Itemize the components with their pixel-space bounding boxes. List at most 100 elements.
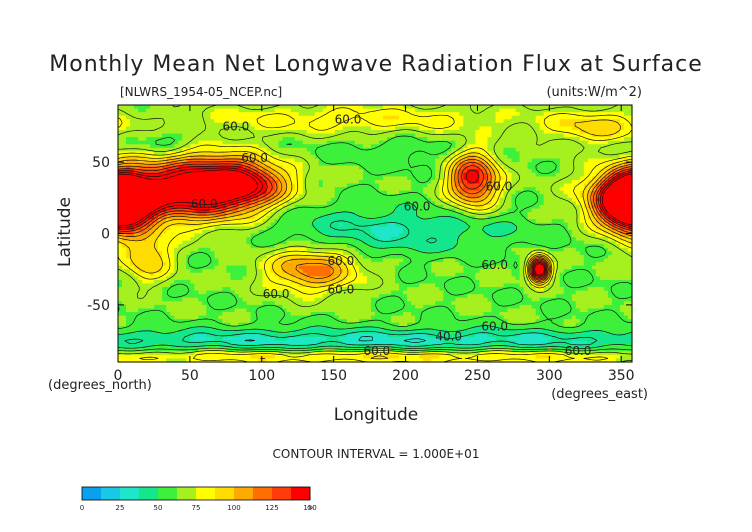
heatmap-cell: [387, 176, 392, 181]
heatmap-cell: [346, 122, 352, 128]
heatmap-cell: [555, 212, 561, 217]
heatmap-cell: [290, 197, 296, 202]
heatmap-cell: [330, 158, 336, 163]
heatmap-cell: [587, 144, 593, 149]
heatmap-cell: [218, 105, 224, 110]
heatmap-cell: [611, 105, 617, 110]
heatmap-cell: [346, 229, 352, 235]
heatmap-cell: [150, 122, 155, 128]
heatmap-cell: [134, 233, 139, 238]
heatmap-cell: [334, 129, 340, 135]
heatmap-cell: [607, 229, 613, 235]
heatmap-cell: [154, 190, 159, 195]
heatmap-cell: [407, 144, 412, 149]
heatmap-cell: [322, 105, 328, 110]
heatmap-cell: [507, 237, 513, 242]
heatmap-cell: [555, 215, 561, 220]
heatmap-cell: [619, 137, 625, 142]
heatmap-cell: [222, 119, 228, 124]
heatmap-cell: [154, 183, 159, 188]
heatmap-cell: [242, 140, 248, 145]
heatmap-cell: [383, 126, 388, 131]
heatmap-cell: [130, 165, 135, 170]
heatmap-cell: [387, 137, 392, 142]
heatmap-cell: [471, 187, 476, 192]
heatmap-cell: [531, 240, 537, 245]
heatmap-cell: [511, 204, 517, 210]
heatmap-cell: [358, 165, 364, 170]
heatmap-cell: [579, 115, 585, 120]
heatmap-cell: [463, 108, 468, 113]
heatmap-cell: [507, 144, 513, 149]
heatmap-cell: [326, 133, 332, 138]
heatmap-cell: [154, 137, 159, 142]
heatmap-cell: [499, 154, 505, 160]
heatmap-cell: [427, 240, 432, 245]
heatmap-cell: [186, 183, 191, 188]
heatmap-cell: [383, 204, 388, 210]
heatmap-cell: [270, 129, 276, 135]
heatmap-cell: [270, 122, 276, 128]
heatmap-cell: [134, 147, 139, 152]
heatmap-cell: [290, 179, 296, 185]
heatmap-cell: [254, 176, 260, 181]
heatmap-cell: [370, 201, 376, 206]
heatmap-cell: [499, 129, 505, 135]
heatmap-cell: [282, 215, 288, 220]
heatmap-cell: [214, 194, 219, 199]
heatmap-cell: [210, 229, 215, 235]
heatmap-cell: [346, 237, 352, 242]
heatmap-cell: [286, 151, 292, 156]
heatmap-cell: [603, 183, 609, 188]
heatmap-cell: [186, 222, 191, 227]
heatmap-cell: [202, 172, 207, 177]
heatmap-cell: [258, 105, 264, 110]
heatmap-cell: [186, 133, 191, 138]
heatmap-cell: [226, 169, 232, 174]
heatmap-cell: [603, 115, 609, 120]
heatmap-cell: [194, 222, 199, 227]
heatmap-cell: [479, 126, 485, 131]
heatmap-cell: [370, 158, 376, 163]
heatmap-cell: [298, 140, 304, 145]
heatmap-cell: [262, 144, 268, 149]
heatmap-cell: [395, 137, 400, 142]
heatmap-cell: [166, 237, 171, 242]
heatmap-cell: [318, 215, 324, 220]
heatmap-cell: [366, 119, 372, 124]
heatmap-cell: [214, 197, 219, 202]
heatmap-cell: [567, 237, 573, 242]
heatmap-cell: [463, 179, 468, 185]
heatmap-cell: [391, 172, 396, 177]
heatmap-cell: [318, 126, 324, 131]
heatmap-cell: [122, 176, 127, 181]
heatmap-cell: [302, 119, 308, 124]
heatmap-cell: [423, 233, 428, 238]
heatmap-cell: [122, 179, 127, 185]
heatmap-cell: [583, 144, 589, 149]
heatmap-cell: [242, 190, 248, 195]
heatmap-cell: [583, 229, 589, 235]
heatmap-cell: [535, 129, 541, 135]
heatmap-cell: [310, 162, 316, 167]
heatmap-cell: [467, 187, 472, 192]
heatmap-cell: [599, 126, 605, 131]
heatmap-cell: [182, 219, 187, 224]
heatmap-cell: [162, 212, 167, 217]
heatmap-cell: [575, 137, 581, 142]
heatmap-cell: [198, 201, 203, 206]
heatmap-cell: [615, 233, 621, 238]
heatmap-cell: [146, 158, 151, 163]
heatmap-cell: [479, 194, 485, 199]
heatmap-cell: [278, 140, 284, 145]
heatmap-cell: [375, 115, 380, 120]
heatmap-cell: [491, 119, 497, 124]
heatmap-cell: [174, 190, 179, 195]
heatmap-cell: [403, 112, 408, 117]
heatmap-cell: [559, 147, 565, 152]
heatmap-cell: [563, 208, 569, 213]
heatmap-cell: [447, 222, 452, 227]
heatmap-cell: [487, 147, 493, 152]
heatmap-cell: [158, 169, 163, 174]
heatmap-cell: [214, 119, 219, 124]
